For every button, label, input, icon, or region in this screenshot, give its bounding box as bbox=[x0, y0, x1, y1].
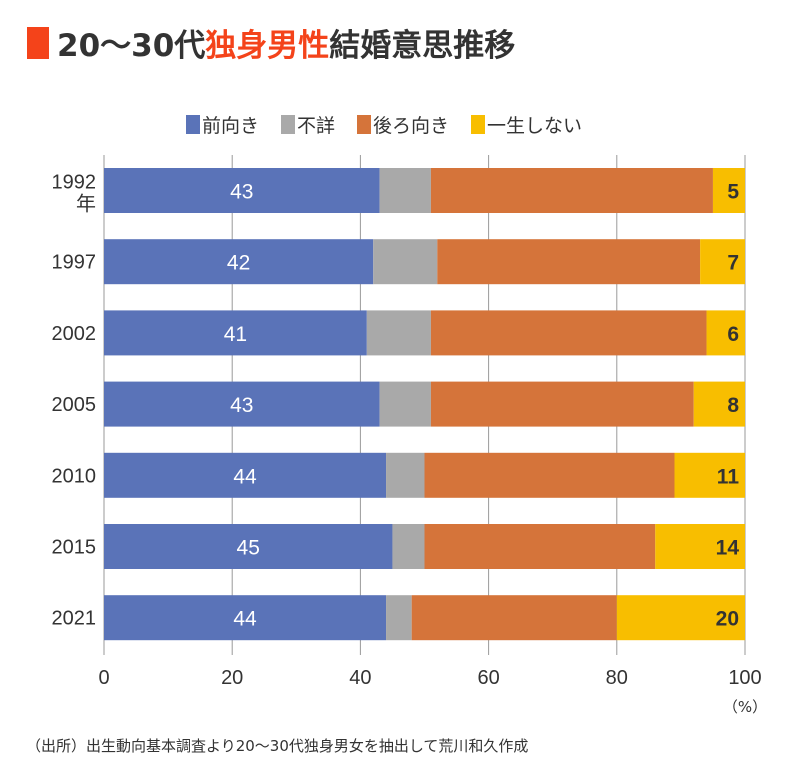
bar-segment bbox=[366, 310, 431, 356]
y-category-label: 2002 bbox=[52, 323, 97, 345]
bar-segment bbox=[392, 524, 425, 569]
title-suffix: 結婚意思推移 bbox=[329, 28, 516, 64]
data-label: 11 bbox=[717, 465, 740, 488]
legend-swatch bbox=[357, 115, 372, 134]
bar-segment bbox=[424, 524, 656, 569]
bar-segment bbox=[700, 239, 745, 285]
legend-item: 前向き bbox=[186, 111, 259, 138]
bar-segment bbox=[616, 595, 745, 641]
legend-label: 一生しない bbox=[487, 115, 583, 137]
x-tick-label: 60 bbox=[477, 667, 499, 689]
data-label: 20 bbox=[716, 608, 739, 631]
bar-segment bbox=[379, 168, 431, 213]
data-label: 8 bbox=[727, 394, 739, 417]
legend-swatch bbox=[186, 115, 200, 134]
data-label: 14 bbox=[716, 537, 740, 560]
legend-swatch bbox=[281, 115, 296, 134]
chart-title: 20〜30代 独身男性 結婚意思推移 bbox=[27, 20, 515, 65]
y-category-label: 2015 bbox=[52, 537, 97, 559]
legend-item: 不詳 bbox=[281, 111, 335, 138]
bar-segment bbox=[386, 452, 425, 498]
bar-segment bbox=[386, 595, 412, 641]
bar-segment bbox=[430, 168, 713, 213]
x-tick-label: 80 bbox=[606, 667, 628, 689]
data-label: 6 bbox=[727, 323, 739, 346]
y-category-label: 2010 bbox=[52, 465, 97, 487]
data-label: 44 bbox=[233, 608, 257, 631]
bar-segment bbox=[430, 310, 707, 356]
bar-segment bbox=[104, 595, 387, 641]
legend-swatch bbox=[471, 115, 486, 134]
bar-segment bbox=[104, 452, 387, 498]
legend-label: 前向き bbox=[202, 115, 260, 137]
bar-segment bbox=[437, 239, 701, 285]
bar-segment bbox=[430, 381, 694, 427]
y-category-label: 1992 bbox=[52, 172, 97, 194]
data-label: 7 bbox=[727, 252, 739, 275]
x-unit-label: （%） bbox=[723, 698, 767, 716]
x-tick-label: 100 bbox=[728, 667, 761, 689]
bar-segment bbox=[424, 452, 675, 498]
bar-segment bbox=[706, 310, 745, 356]
bar-segment bbox=[104, 524, 393, 569]
legend: 前向き 不詳 後ろ向き 一生しない bbox=[186, 111, 582, 138]
legend-label: 不詳 bbox=[297, 115, 336, 137]
data-label: 43 bbox=[230, 394, 253, 417]
bar-segment bbox=[693, 381, 745, 427]
bar-segment bbox=[104, 310, 367, 356]
bar-segment bbox=[373, 239, 438, 285]
y-category-label: 2005 bbox=[52, 394, 97, 416]
legend-label: 後ろ向き bbox=[373, 115, 450, 137]
bar-segment bbox=[104, 239, 374, 285]
bar-segment bbox=[712, 168, 745, 213]
data-label: 44 bbox=[233, 465, 257, 488]
y-category-label: 1997 bbox=[52, 252, 97, 274]
bar-segment bbox=[411, 595, 617, 641]
x-tick-label: 40 bbox=[349, 667, 371, 689]
source-note: （出所）出生動向基本調査より20〜30代独身男女を抽出して荒川和久作成 bbox=[26, 737, 529, 755]
title-prefix: 20〜30代 bbox=[57, 28, 206, 64]
x-tick-label: 0 bbox=[98, 667, 109, 689]
legend-item: 後ろ向き bbox=[357, 111, 449, 138]
data-label: 45 bbox=[237, 537, 260, 560]
title-marker bbox=[27, 26, 49, 59]
legend-item: 一生しない bbox=[471, 111, 582, 138]
bar-segment bbox=[379, 381, 431, 427]
title-accent: 独身男性 bbox=[205, 28, 330, 64]
x-tick-label: 20 bbox=[221, 667, 243, 689]
data-label: 43 bbox=[230, 181, 253, 204]
data-label: 42 bbox=[227, 252, 250, 275]
data-label: 41 bbox=[224, 323, 247, 346]
y-category-label: 年 bbox=[76, 193, 96, 216]
bar-segment bbox=[104, 168, 380, 213]
data-label: 5 bbox=[727, 181, 739, 204]
bar-segment bbox=[674, 452, 745, 498]
bar-segment bbox=[655, 524, 745, 569]
y-category-label: 2021 bbox=[52, 608, 97, 630]
bar-segment bbox=[104, 381, 380, 427]
